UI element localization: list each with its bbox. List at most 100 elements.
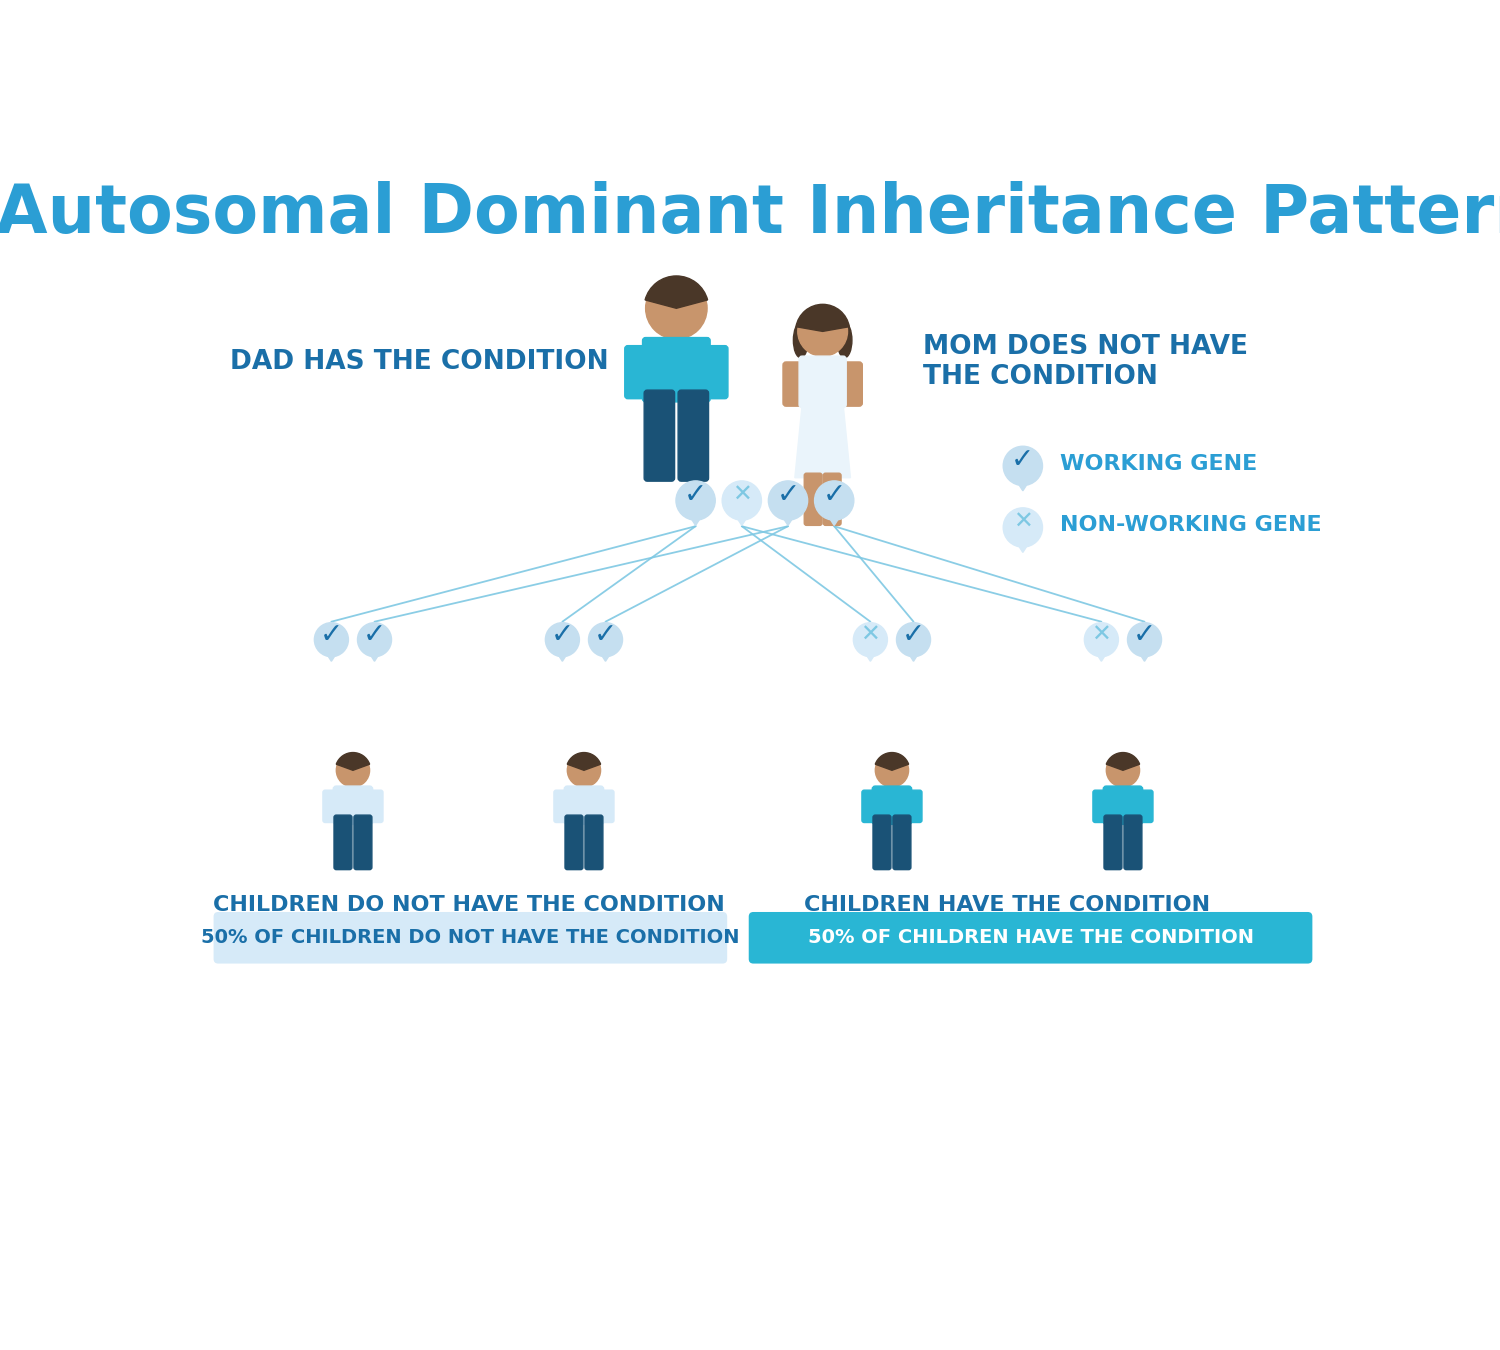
Circle shape [588, 622, 622, 656]
FancyBboxPatch shape [824, 474, 842, 525]
Polygon shape [1134, 645, 1155, 662]
Text: ✓: ✓ [594, 621, 616, 648]
FancyBboxPatch shape [642, 338, 710, 402]
Text: CHILDREN DO NOT HAVE THE CONDITION: CHILDREN DO NOT HAVE THE CONDITION [213, 895, 724, 915]
Polygon shape [795, 405, 850, 478]
Circle shape [1004, 508, 1042, 547]
Circle shape [315, 622, 348, 656]
Polygon shape [596, 645, 615, 662]
FancyBboxPatch shape [888, 780, 897, 791]
Circle shape [336, 753, 369, 787]
FancyBboxPatch shape [1104, 815, 1122, 869]
Text: ✕: ✕ [861, 622, 880, 647]
Circle shape [546, 622, 579, 656]
FancyBboxPatch shape [783, 362, 804, 406]
Text: 50% OF CHILDREN DO NOT HAVE THE CONDITION: 50% OF CHILDREN DO NOT HAVE THE CONDITIO… [201, 929, 740, 948]
FancyBboxPatch shape [892, 815, 910, 869]
FancyBboxPatch shape [871, 786, 912, 825]
FancyBboxPatch shape [748, 913, 1312, 964]
FancyBboxPatch shape [1102, 786, 1143, 825]
Circle shape [567, 753, 600, 787]
Polygon shape [684, 508, 706, 525]
FancyBboxPatch shape [579, 780, 588, 791]
FancyBboxPatch shape [1138, 790, 1154, 822]
Wedge shape [876, 752, 909, 771]
Polygon shape [903, 645, 924, 662]
FancyBboxPatch shape [873, 815, 891, 869]
Text: NON-WORKING GENE: NON-WORKING GENE [1060, 516, 1322, 536]
Text: ✓: ✓ [684, 481, 706, 509]
Circle shape [645, 278, 706, 339]
Circle shape [1128, 622, 1161, 656]
FancyBboxPatch shape [369, 790, 382, 822]
Wedge shape [645, 275, 708, 308]
FancyBboxPatch shape [334, 815, 352, 869]
Text: ✓: ✓ [320, 621, 344, 648]
FancyBboxPatch shape [566, 815, 584, 869]
Text: ✓: ✓ [1011, 446, 1035, 474]
Polygon shape [1092, 645, 1112, 662]
Text: ✓: ✓ [363, 621, 386, 648]
FancyBboxPatch shape [704, 346, 728, 398]
Text: ✕: ✕ [732, 483, 752, 506]
Polygon shape [861, 645, 880, 662]
Circle shape [1107, 753, 1140, 787]
FancyBboxPatch shape [908, 790, 922, 822]
FancyBboxPatch shape [644, 390, 675, 481]
FancyBboxPatch shape [1094, 790, 1107, 822]
Text: ✓: ✓ [822, 481, 846, 509]
FancyBboxPatch shape [804, 474, 822, 525]
FancyBboxPatch shape [669, 327, 684, 344]
Circle shape [798, 306, 847, 356]
FancyBboxPatch shape [213, 913, 728, 964]
Wedge shape [796, 304, 849, 331]
Text: ✓: ✓ [777, 481, 800, 509]
Wedge shape [567, 752, 600, 771]
FancyBboxPatch shape [600, 790, 613, 822]
Ellipse shape [837, 323, 852, 358]
Circle shape [876, 753, 909, 787]
Wedge shape [336, 752, 369, 771]
Circle shape [1004, 447, 1042, 486]
FancyBboxPatch shape [333, 786, 372, 825]
Text: ✕: ✕ [1013, 510, 1032, 533]
FancyBboxPatch shape [564, 786, 603, 825]
Text: ✕: ✕ [1092, 622, 1112, 647]
Circle shape [815, 481, 854, 520]
Text: ✓: ✓ [902, 621, 926, 648]
FancyBboxPatch shape [678, 390, 708, 481]
Text: WORKING GENE: WORKING GENE [1060, 454, 1257, 474]
FancyBboxPatch shape [862, 790, 876, 822]
Text: CHILDREN HAVE THE CONDITION: CHILDREN HAVE THE CONDITION [804, 895, 1210, 915]
Polygon shape [364, 645, 384, 662]
Polygon shape [552, 645, 573, 662]
Text: 50% OF CHILDREN HAVE THE CONDITION: 50% OF CHILDREN HAVE THE CONDITION [807, 929, 1254, 948]
FancyBboxPatch shape [831, 356, 839, 379]
FancyBboxPatch shape [816, 347, 830, 362]
Text: Autosomal Dominant Inheritance Pattern: Autosomal Dominant Inheritance Pattern [0, 181, 1500, 247]
Polygon shape [730, 508, 753, 525]
Circle shape [1084, 622, 1119, 656]
Circle shape [897, 622, 930, 656]
Circle shape [722, 481, 762, 520]
FancyBboxPatch shape [554, 790, 568, 822]
FancyBboxPatch shape [348, 780, 357, 791]
Polygon shape [822, 508, 846, 525]
Text: MOM DOES NOT HAVE
THE CONDITION: MOM DOES NOT HAVE THE CONDITION [922, 335, 1248, 390]
FancyBboxPatch shape [800, 356, 846, 408]
FancyBboxPatch shape [354, 815, 372, 869]
FancyBboxPatch shape [322, 790, 338, 822]
Circle shape [768, 481, 807, 520]
Circle shape [853, 622, 888, 656]
FancyBboxPatch shape [1124, 815, 1142, 869]
Polygon shape [321, 645, 342, 662]
Polygon shape [1011, 472, 1035, 491]
Polygon shape [777, 508, 800, 525]
Text: DAD HAS THE CONDITION: DAD HAS THE CONDITION [230, 350, 609, 375]
Wedge shape [1107, 752, 1140, 771]
FancyBboxPatch shape [807, 356, 814, 379]
Text: ✓: ✓ [550, 621, 574, 648]
FancyBboxPatch shape [585, 815, 603, 869]
FancyBboxPatch shape [1119, 780, 1128, 791]
Ellipse shape [794, 323, 808, 358]
